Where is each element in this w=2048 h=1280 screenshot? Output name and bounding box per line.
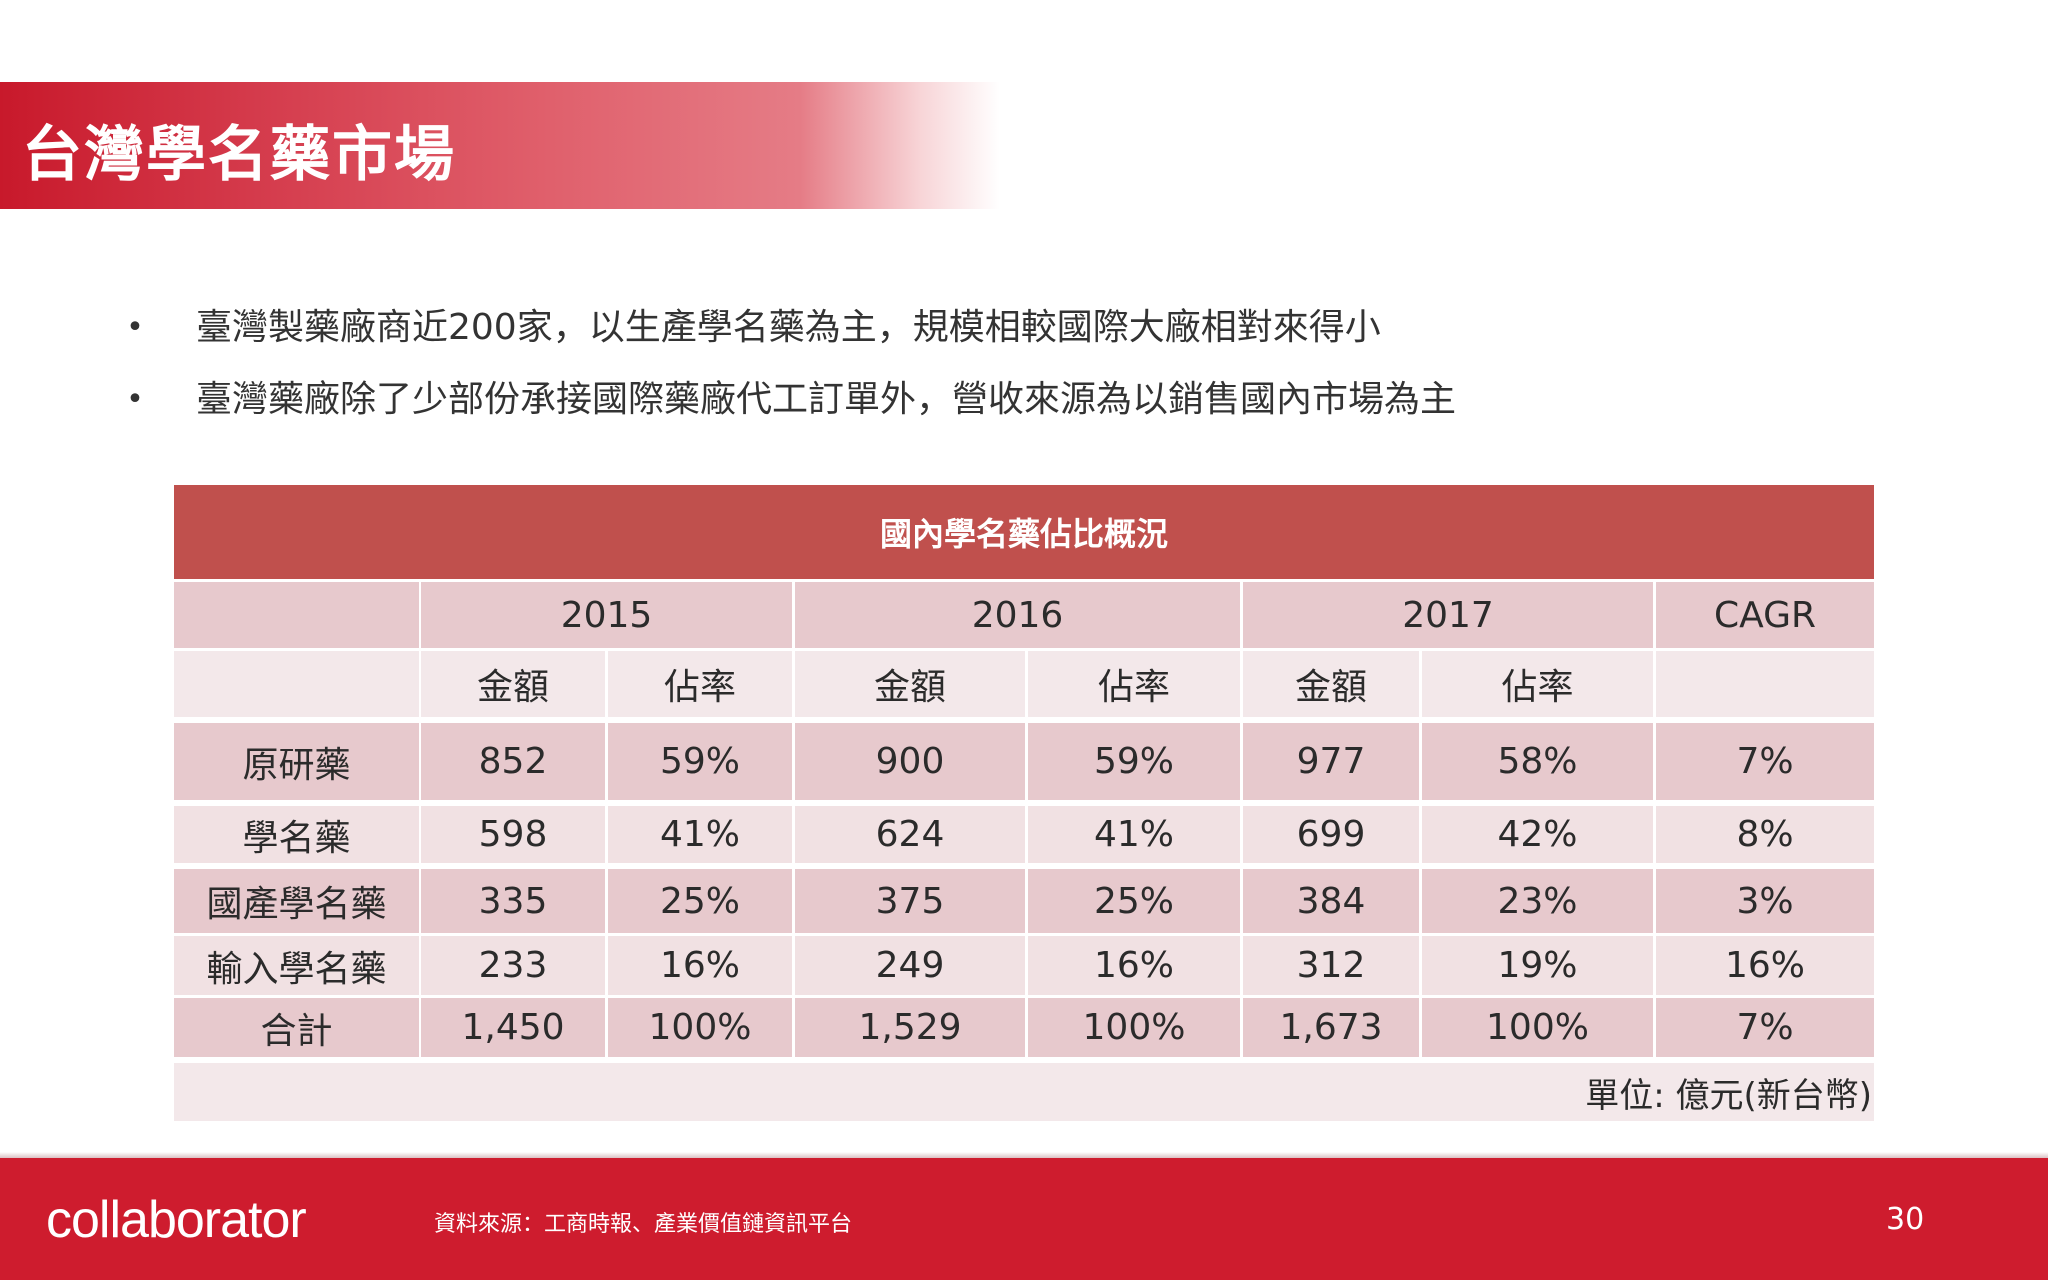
page-number: 30 [1886,1202,1925,1237]
year-header: 2015 [421,582,792,648]
table-cell: 23% [1422,869,1653,933]
cagr-cell: 3% [1656,869,1874,933]
table-cell: 249 [795,936,1025,995]
table-cell: 25% [1028,869,1240,933]
cagr-cell: 7% [1656,723,1874,800]
table-cell: 1,450 [421,998,605,1057]
year-header: 2017 [1243,582,1653,648]
market-share-table: 國內學名藥佔比概況 2015 2016 2017 CAGR 金額 佔率 金額 佔率 金額 佔率 原研藥… [174,485,1874,1121]
table-cell: 1,529 [795,998,1025,1057]
bullet-list: • 臺灣製藥廠商近200家，以生產學名藥為主，規模相較國際大廠相對來得小 • 臺… [120,300,1820,444]
subheader-cell: 佔率 [1028,651,1240,717]
collaborator-logo: collaborator [46,1191,307,1249]
table-cell: 41% [608,806,792,863]
row-label: 原研藥 [174,723,419,800]
footer-bar [0,1158,2048,1280]
subheader-cell: 金額 [421,651,605,717]
row-label: 國產學名藥 [174,869,419,933]
table-cell: 852 [421,723,605,800]
table-cell: 375 [795,869,1025,933]
subheader-empty-cell [174,651,419,717]
table-cell: 335 [421,869,605,933]
table-title: 國內學名藥佔比概況 [174,485,1874,579]
table-cell: 900 [795,723,1025,800]
subheader-cell: 金額 [1243,651,1419,717]
table-cell: 16% [608,936,792,995]
bullet-item: • 臺灣藥廠除了少部份承接國際藥廠代工訂單外，營收來源為以銷售國內市場為主 [120,372,1820,444]
source-note: 資料來源：工商時報、產業價值鏈資訊平台 [434,1212,853,1237]
title-banner [0,82,1000,209]
table-cell: 100% [608,998,792,1057]
table-cell: 100% [1422,998,1653,1057]
table-cell: 42% [1422,806,1653,863]
table-cell: 100% [1028,998,1240,1057]
subheader-cell: 金額 [795,651,1025,717]
row-label: 輸入學名藥 [174,936,419,995]
subheader-cell: 佔率 [1422,651,1653,717]
table-cell: 1,673 [1243,998,1419,1057]
table-cell: 699 [1243,806,1419,863]
bullet-marker: • [126,382,144,417]
table-cell: 233 [421,936,605,995]
table-cell: 41% [1028,806,1240,863]
table-cell: 598 [421,806,605,863]
table-cell: 59% [608,723,792,800]
table-cell: 58% [1422,723,1653,800]
table-cell: 384 [1243,869,1419,933]
table-cell: 19% [1422,936,1653,995]
table-cell: 312 [1243,936,1419,995]
header-empty-cell [174,582,419,648]
bullet-item: • 臺灣製藥廠商近200家，以生產學名藥為主，規模相較國際大廠相對來得小 [120,300,1820,372]
subheader-cell: 佔率 [608,651,792,717]
year-header: 2016 [795,582,1240,648]
cagr-cell: 7% [1656,998,1874,1057]
row-label: 合計 [174,998,419,1057]
slide-title: 台灣學名藥市場 [22,120,456,190]
row-label: 學名藥 [174,806,419,863]
table-cell: 977 [1243,723,1419,800]
footer-shadow [0,1152,2048,1160]
bullet-marker: • [126,310,144,345]
table-cell: 16% [1028,936,1240,995]
bullet-text: 臺灣製藥廠商近200家，以生產學名藥為主，規模相較國際大廠相對來得小 [196,307,1381,348]
cagr-cell: 8% [1656,806,1874,863]
table-cell: 624 [795,806,1025,863]
unit-note: 單位: 億元(新台幣) [174,1063,1874,1121]
subheader-empty-cell [1656,651,1874,717]
bullet-text: 臺灣藥廠除了少部份承接國際藥廠代工訂單外，營收來源為以銷售國內市場為主 [196,379,1457,420]
cagr-header: CAGR [1656,582,1874,648]
cagr-cell: 16% [1656,936,1874,995]
table-cell: 25% [608,869,792,933]
table-cell: 59% [1028,723,1240,800]
